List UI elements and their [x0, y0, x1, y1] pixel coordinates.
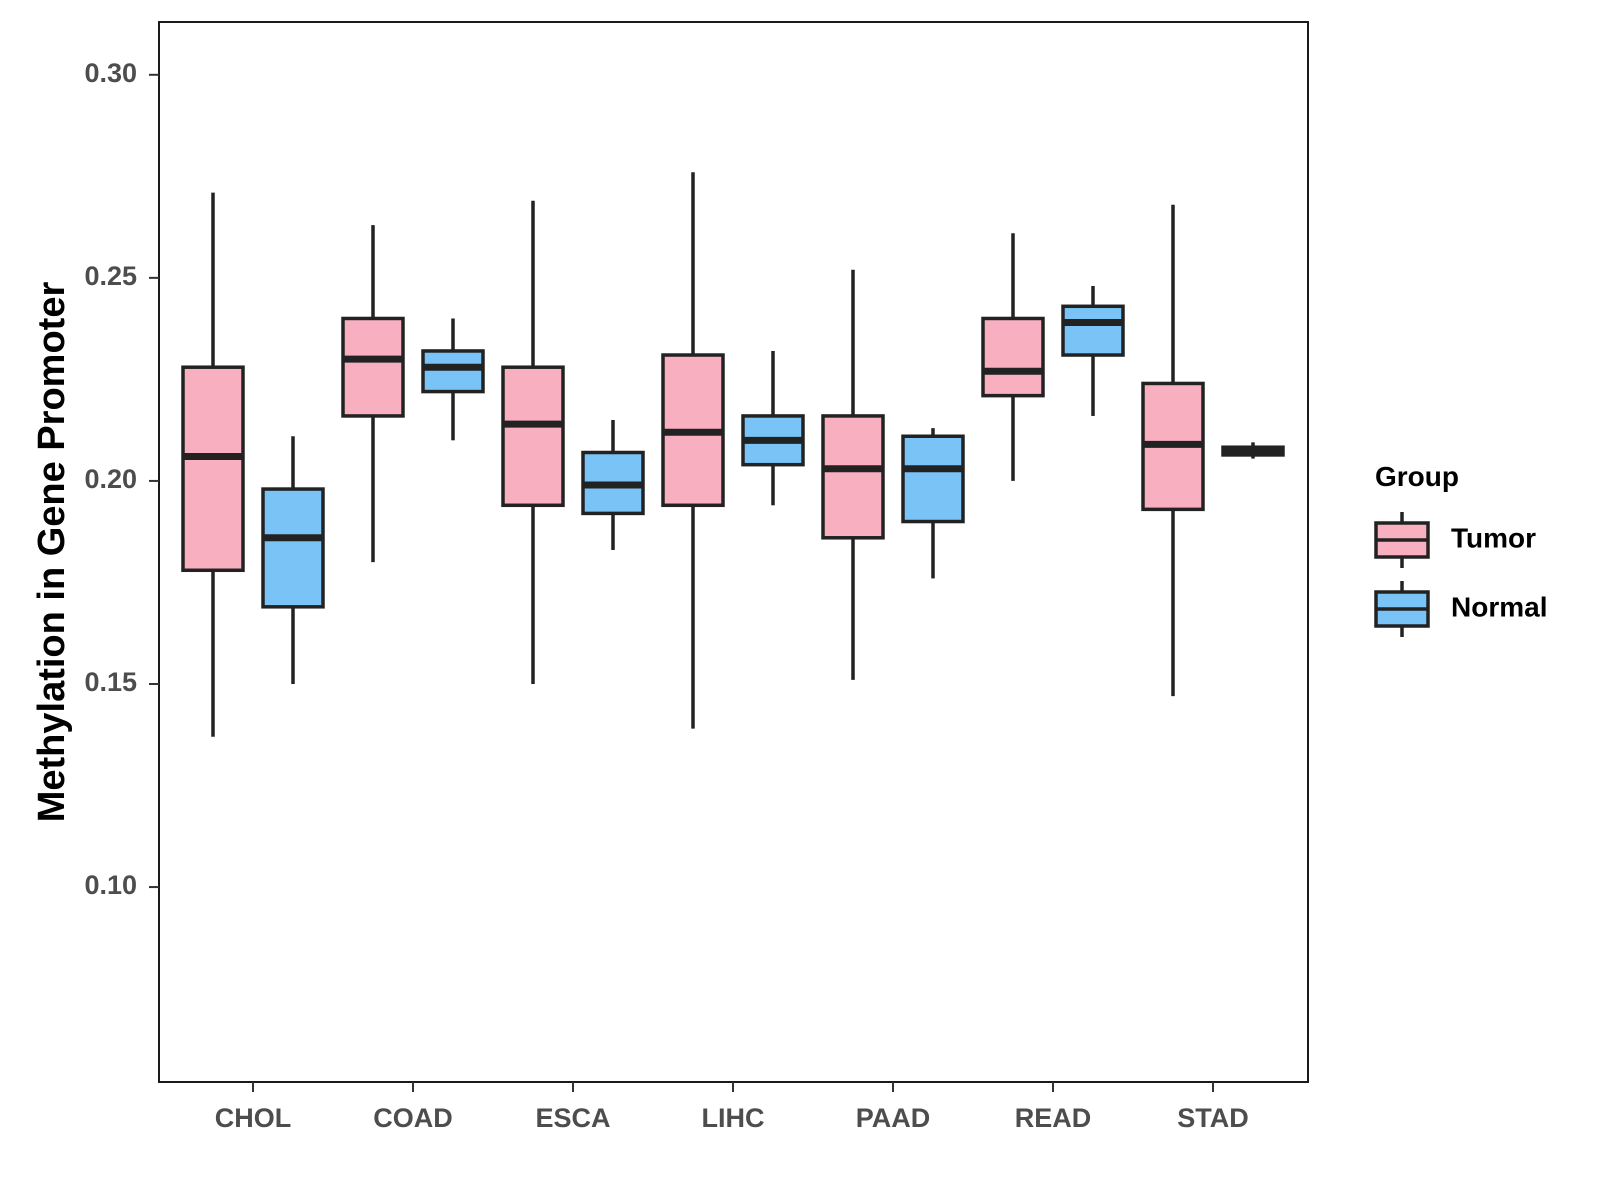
box-tumor-stad [1141, 204, 1205, 697]
legend-title: Group [1375, 461, 1459, 492]
x-tick-label: READ [1015, 1103, 1092, 1133]
x-axis: CHOL COAD ESCA LIHC PAAD READ STAD [215, 1082, 1249, 1133]
x-tick-label: COAD [373, 1103, 453, 1133]
box-tumor-paad [821, 269, 885, 680]
box-body [341, 316, 405, 418]
box-normal-lihc [741, 350, 805, 506]
legend-label: Tumor [1451, 522, 1536, 553]
y-tick-label: 0.20 [84, 464, 137, 494]
box-normal-coad [421, 318, 485, 441]
box-body [1061, 304, 1125, 357]
legend: Group Tumor Normal [1374, 461, 1547, 637]
box-body [421, 349, 485, 394]
box-body [181, 365, 245, 573]
y-tick-label: 0.30 [84, 58, 137, 88]
x-tick-label: LIHC [702, 1103, 765, 1133]
y-axis-title: Methylation in Gene Promoter [31, 282, 73, 823]
legend-item-tumor: Tumor [1374, 512, 1536, 568]
x-tick-label: PAAD [856, 1103, 931, 1133]
box-normal-stad [1221, 442, 1285, 459]
x-tick-label: STAD [1177, 1103, 1249, 1133]
y-tick-label: 0.15 [84, 667, 137, 697]
box-tumor-esca [501, 200, 565, 684]
box-tumor-chol [181, 192, 245, 737]
legend-label: Normal [1451, 591, 1547, 622]
box-normal-esca [581, 420, 645, 550]
box-tumor-coad [341, 225, 405, 563]
y-axis: 0.10 0.15 0.20 0.25 0.30 [84, 58, 159, 900]
box-tumor-read [981, 233, 1045, 481]
box-body [501, 365, 565, 508]
box-normal-paad [901, 428, 965, 579]
x-tick-label: ESCA [535, 1103, 610, 1133]
box-normal-chol [261, 436, 325, 684]
y-tick-label: 0.25 [84, 261, 137, 291]
box-body [901, 434, 965, 524]
box-normal-read [1061, 285, 1125, 416]
box-marks [181, 172, 1285, 737]
box-body [261, 487, 325, 609]
box-body [821, 414, 885, 540]
legend-items: Tumor Normal [1374, 512, 1547, 637]
x-tick-label: CHOL [215, 1103, 292, 1133]
box-body [981, 316, 1045, 398]
y-tick-label: 0.10 [84, 870, 137, 900]
legend-item-normal: Normal [1374, 581, 1547, 637]
box-tumor-lihc [661, 172, 725, 729]
